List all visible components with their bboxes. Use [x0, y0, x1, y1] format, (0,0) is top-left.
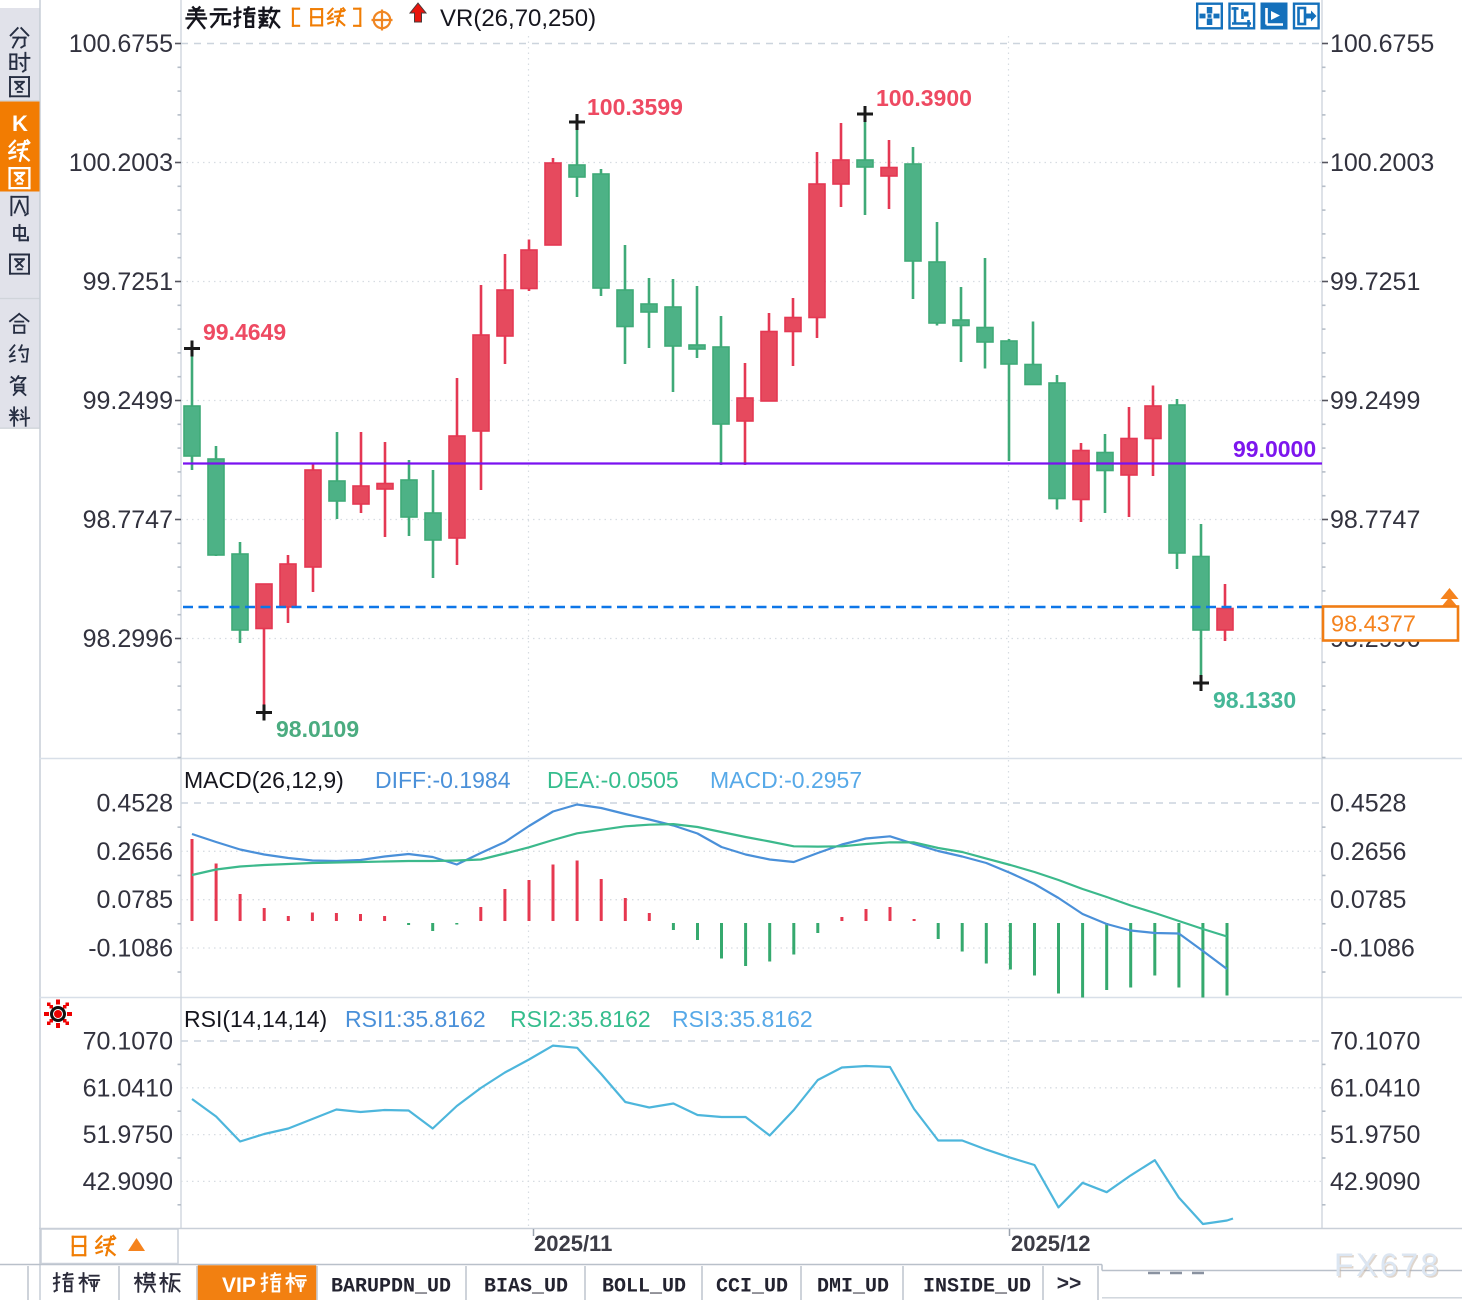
svg-text:42.9090: 42.9090 — [1330, 1168, 1420, 1196]
svg-text:100.2003: 100.2003 — [1330, 149, 1434, 177]
svg-text:98.7747: 98.7747 — [1330, 506, 1420, 534]
svg-text:0.4528: 0.4528 — [1330, 790, 1406, 818]
svg-text:-0.1086: -0.1086 — [88, 935, 173, 963]
svg-text:99.0000: 99.0000 — [1233, 436, 1316, 462]
svg-text:100.6755: 100.6755 — [69, 30, 173, 58]
svg-text:99.7251: 99.7251 — [1330, 268, 1420, 296]
svg-text:DIFF:-0.1984: DIFF:-0.1984 — [375, 767, 511, 793]
svg-text:-0.1086: -0.1086 — [1330, 935, 1415, 963]
svg-text:BOLL_UD: BOLL_UD — [602, 1276, 686, 1299]
svg-text:MACD:-0.2957: MACD:-0.2957 — [710, 767, 862, 793]
svg-text:51.9750: 51.9750 — [1330, 1121, 1420, 1149]
svg-text:2025/12: 2025/12 — [1011, 1231, 1091, 1256]
svg-text:98.7747: 98.7747 — [83, 506, 173, 534]
svg-text:99.2499: 99.2499 — [83, 387, 173, 415]
svg-text:K: K — [12, 111, 28, 136]
svg-text:70.1070: 70.1070 — [1330, 1028, 1420, 1056]
svg-text:99.2499: 99.2499 — [1330, 387, 1420, 415]
svg-text:BARUPDN_UD: BARUPDN_UD — [331, 1276, 451, 1299]
svg-text:61.0410: 61.0410 — [83, 1074, 173, 1102]
svg-text:70.1070: 70.1070 — [83, 1028, 173, 1056]
svg-text:INSIDE_UD: INSIDE_UD — [923, 1276, 1031, 1299]
svg-text:100.6755: 100.6755 — [1330, 30, 1434, 58]
svg-text:0.2656: 0.2656 — [1330, 838, 1406, 866]
svg-text:51.9750: 51.9750 — [83, 1121, 173, 1149]
svg-text:0.4528: 0.4528 — [97, 790, 173, 818]
svg-text:61.0410: 61.0410 — [1330, 1074, 1420, 1102]
svg-text:FX678: FX678 — [1336, 1249, 1443, 1285]
svg-text:RSI1:35.8162: RSI1:35.8162 — [345, 1006, 486, 1032]
svg-text:RSI2:35.8162: RSI2:35.8162 — [510, 1006, 651, 1032]
svg-text:100.3599: 100.3599 — [587, 94, 683, 120]
svg-text:99.4649: 99.4649 — [203, 319, 286, 345]
svg-text:CCI_UD: CCI_UD — [716, 1276, 788, 1299]
svg-text:RSI(14,14,14): RSI(14,14,14) — [184, 1006, 327, 1032]
svg-text:100.3900: 100.3900 — [876, 85, 972, 111]
svg-text:BIAS_UD: BIAS_UD — [484, 1276, 568, 1299]
svg-text:42.9090: 42.9090 — [83, 1168, 173, 1196]
svg-text:RSI3:35.8162: RSI3:35.8162 — [672, 1006, 813, 1032]
svg-text:98.1330: 98.1330 — [1213, 687, 1296, 713]
svg-text:98.0109: 98.0109 — [276, 716, 359, 742]
svg-text:0.0785: 0.0785 — [1330, 886, 1406, 914]
svg-text:>>: >> — [1057, 1272, 1082, 1295]
svg-text:100.2003: 100.2003 — [69, 149, 173, 177]
svg-text:FX678: FX678 — [1334, 1247, 1441, 1283]
svg-text:MACD(26,12,9): MACD(26,12,9) — [184, 767, 344, 793]
svg-text:2025/11: 2025/11 — [534, 1231, 612, 1256]
svg-text:98.2996: 98.2996 — [83, 625, 173, 653]
svg-text:VIP: VIP — [222, 1274, 256, 1297]
svg-text:DMI_UD: DMI_UD — [817, 1276, 889, 1299]
svg-text:DEA:-0.0505: DEA:-0.0505 — [547, 767, 679, 793]
svg-text:99.7251: 99.7251 — [83, 268, 173, 296]
svg-text:0.2656: 0.2656 — [97, 838, 173, 866]
svg-text:VR(26,70,250): VR(26,70,250) — [440, 5, 596, 32]
svg-text:98.4377: 98.4377 — [1331, 611, 1416, 637]
svg-text:0.0785: 0.0785 — [97, 886, 173, 914]
